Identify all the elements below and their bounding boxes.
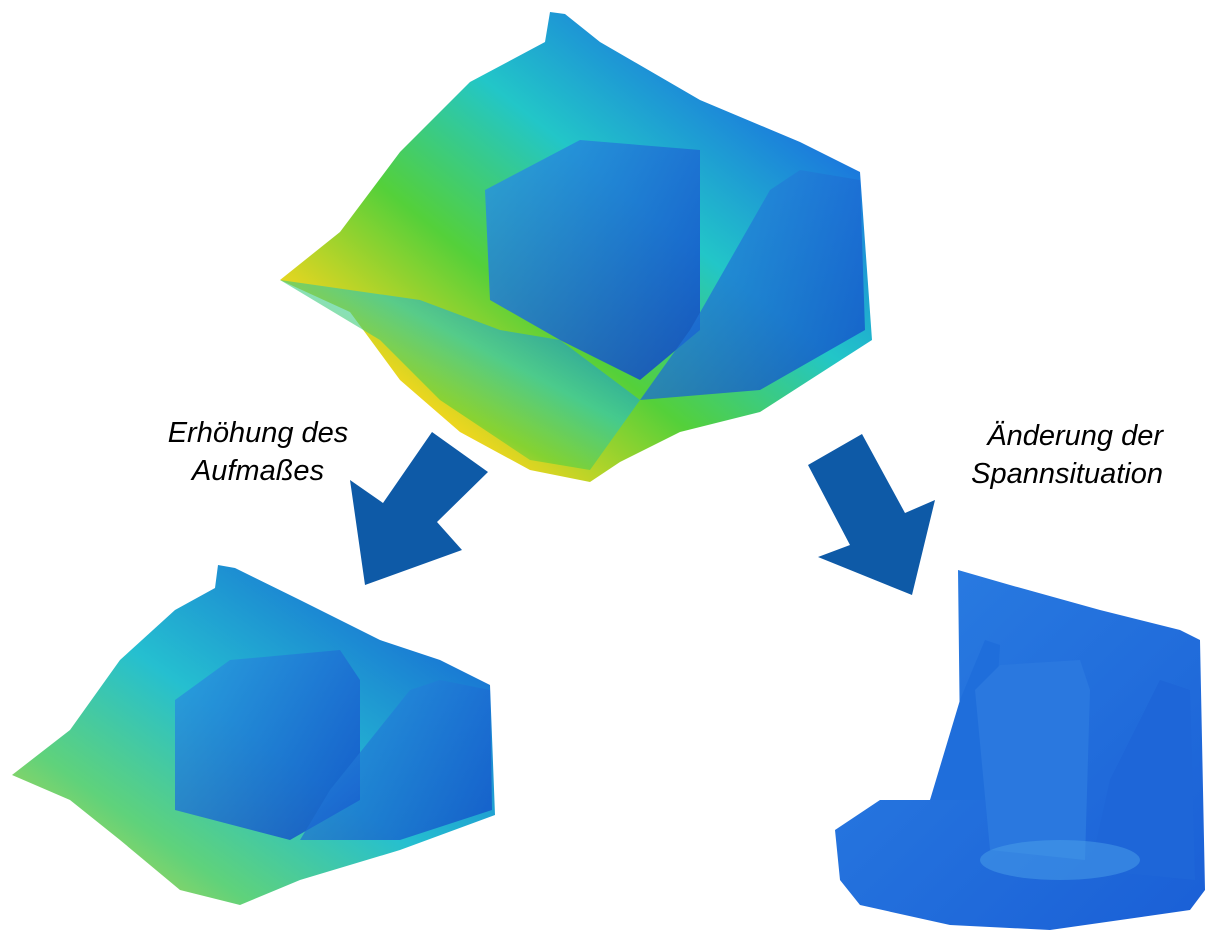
annotation-line: Änderung der [985,420,1164,452]
fem-model-top [280,12,872,482]
arrow-left [350,432,488,585]
page: Erhöhung des Aufmaßes Änderung der Spann… [0,0,1216,942]
diagram: Erhöhung des Aufmaßes Änderung der Spann… [0,0,1216,942]
arrow-right [808,434,935,595]
annotation-line: Spannsituation [971,458,1163,490]
fem-model-bottom-right [835,570,1205,930]
annotation-line: Aufmaßes [190,455,324,487]
fem-model-bottom-left [12,565,495,905]
annotation-line: Erhöhung des [168,417,349,449]
